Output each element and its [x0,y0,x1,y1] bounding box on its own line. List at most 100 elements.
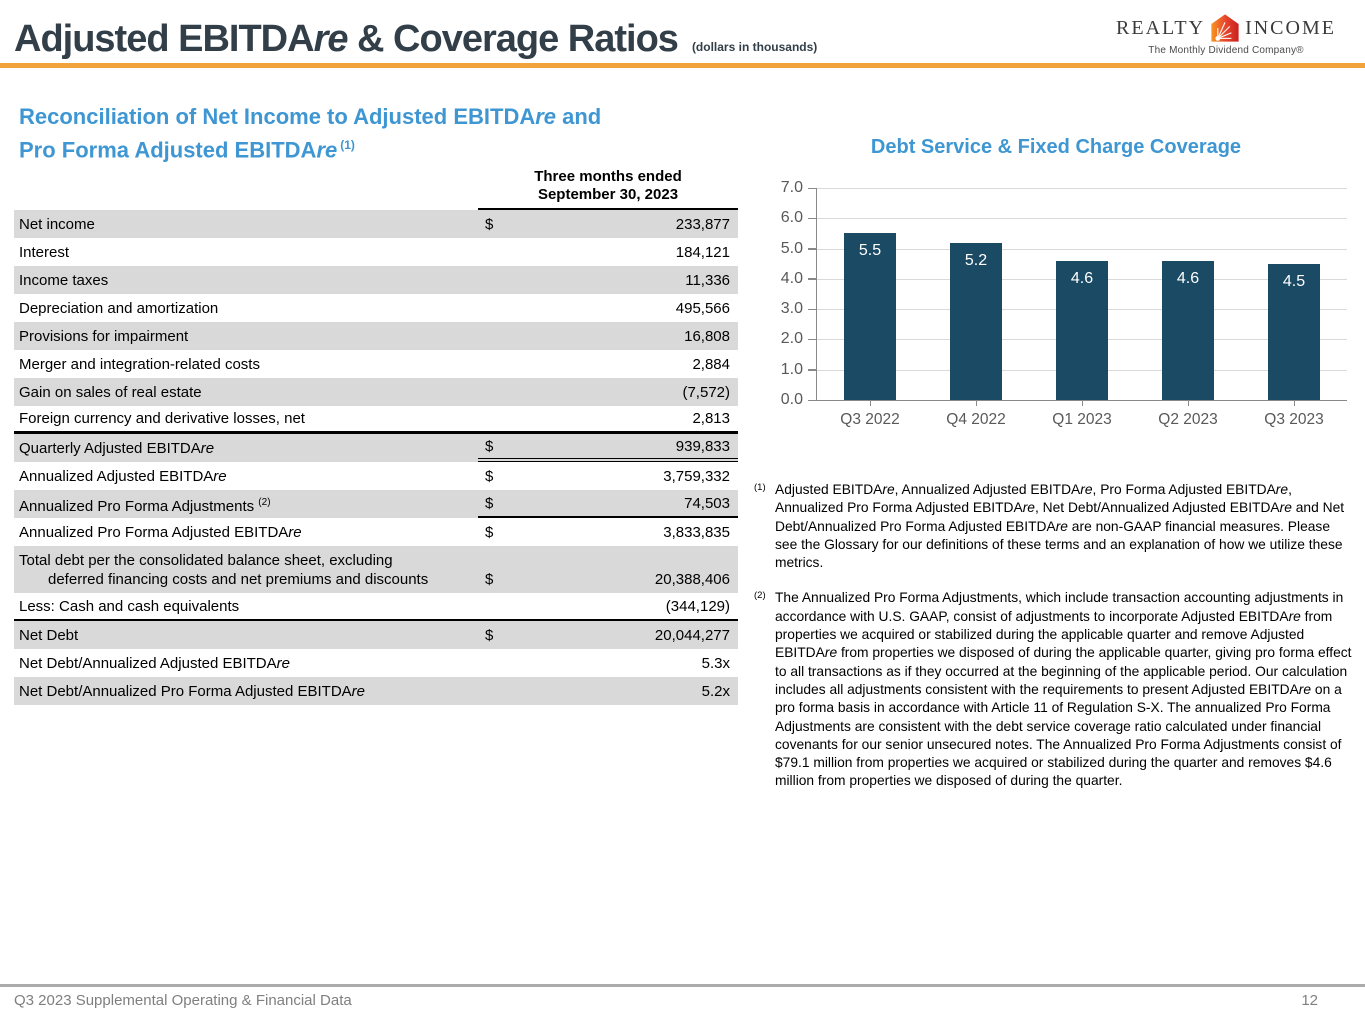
bar-value-label: 4.5 [1282,272,1306,290]
row-value-area: (344,129) [478,593,738,619]
x-axis-label: Q3 2022 [840,411,900,428]
footnote-ref-2: (2) [258,496,271,508]
currency-symbol: $ [485,494,494,512]
row-value: (344,129) [665,597,730,615]
row-value: 5.2x [701,682,730,700]
section-title: Reconciliation of Net Income to Adjusted… [19,102,601,164]
table-rows: Net income $233,877 Interest 184,121 Income … [14,210,738,705]
y-axis-label: 2.0 [780,330,803,348]
row-label: Quarterly Adjusted EBITDAre [19,439,215,457]
table-row: Merger and integration-related costs 2,88… [14,350,738,378]
y-axis-tick [808,308,817,311]
x-axis-label: Q1 2023 [1052,411,1112,428]
table-row: Income taxes 11,336 [14,266,738,294]
table-header-spacer [14,168,478,210]
x-axis-label: Q3 2023 [1264,411,1324,428]
y-axis-label: 6.0 [780,209,803,227]
currency-symbol: $ [485,626,494,644]
footer-divider [0,984,1365,987]
currency-symbol: $ [485,571,494,588]
row-value-area: (7,572) [478,378,738,406]
footnote: (1) Adjusted EBITDAre, Annualized Adjuste… [754,481,1354,572]
y-axis-tick [808,399,817,401]
row-value: 5.3x [701,654,730,672]
row-value: 2,884 [692,355,730,373]
row-value-area: 184,121 [478,238,738,266]
y-axis-label: 5.0 [780,239,803,257]
bar: 4.6 [1162,260,1214,400]
bar-value-label: 4.6 [1176,269,1200,287]
row-label: Net income [19,215,95,233]
row-value: 495,566 [675,299,730,317]
table-row: Less: Cash and cash equivalents (344,129) [14,593,738,621]
x-axis-tick [975,400,977,406]
row-value-area: 5.2x [478,677,738,705]
row-value-area: $939,833 [478,434,738,462]
gridline [817,218,1347,220]
table-row: Total debt per the consolidated balance … [14,546,738,593]
realty-income-logo: REALTY INC [1116,12,1334,56]
row-value: 2,813 [692,410,730,427]
footnote-ref: (1) [754,482,766,493]
section-title-line1: Reconciliation of Net Income to Adjusted… [19,104,602,129]
y-axis-tick [808,338,817,341]
y-axis-tick [808,217,817,220]
row-value: 233,877 [675,215,730,233]
footer-text: Q3 2023 Supplemental Operating & Financi… [14,992,352,1009]
table-row: Interest 184,121 [14,238,738,266]
bar-value-label: 4.6 [1070,269,1094,287]
footnote-text: Adjusted EBITDAre, Annualized Adjusted E… [775,482,1345,571]
row-label: Annualized Pro Forma Adjustments (2) [19,496,271,515]
row-value: 20,044,277 [654,626,730,644]
table-row: Annualized Adjusted EBITDAre $3,759,332 [14,462,738,490]
row-value-area: 5.3x [478,649,738,677]
row-value: 74,503 [684,494,730,512]
logo-realty-text: REALTY [1116,16,1206,39]
row-value: 16,808 [684,327,730,345]
y-axis-label: 3.0 [780,300,803,318]
currency-symbol: $ [485,523,494,541]
y-axis-label: 1.0 [780,360,803,378]
gridline [817,248,1347,250]
row-label: Provisions for impairment [19,327,189,345]
table-row: Foreign currency and derivative losses, … [14,406,738,434]
table-row: Annualized Pro Forma Adjustments (2) $74,… [14,490,738,518]
header-accent-bar [0,63,1365,68]
footnote: (2) The Annualized Pro Forma Adjustments,… [754,589,1354,790]
y-axis-tick [808,369,817,371]
title-text: Adjusted EBITDAre & Coverage Ratios [14,18,679,60]
table-row: Gain on sales of real estate (7,572) [14,378,738,406]
column-header-line1: Three months ended [534,168,682,185]
logo-row: REALTY INC [1116,12,1334,44]
row-value: 184,121 [675,243,730,261]
footnotes: (1) Adjusted EBITDAre, Annualized Adjuste… [754,481,1354,808]
x-axis-label: Q2 2023 [1158,411,1218,428]
bar-value-label: 5.5 [858,242,882,260]
column-header-line2: September 30, 2023 [537,186,679,203]
row-value-area: 2,884 [478,350,738,378]
row-label: Interest [19,243,70,261]
row-value: 20,388,406 [654,571,730,588]
currency-symbol: $ [485,215,494,233]
row-value: 939,833 [675,437,730,455]
row-value-area: $20,388,406 [478,546,738,593]
row-value-area: $74,503 [478,490,738,518]
row-value: (7,572) [682,383,730,401]
bar: 5.5 [844,233,896,400]
row-label: Depreciation and amortization [19,299,219,317]
row-value-area: $233,877 [478,210,738,238]
footnote-text: The Annualized Pro Forma Adjustments, wh… [775,590,1352,789]
footer-page-number: 12 [1301,992,1318,1009]
reconciliation-table: Three months ended September 30, 2023 Ne… [14,168,738,705]
page-title: Adjusted EBITDAre & Coverage Ratios (dol… [14,18,817,61]
x-axis-tick [1081,400,1083,406]
house-icon [1211,14,1239,42]
x-axis-tick [1293,400,1295,406]
row-label: Net Debt/Annualized Adjusted EBITDAre [19,654,290,672]
y-axis-label: 7.0 [780,179,803,196]
table-row: Quarterly Adjusted EBITDAre $939,833 [14,434,738,462]
gridline [817,188,1347,189]
y-axis-tick [808,187,817,189]
row-value-area: 2,813 [478,406,738,431]
